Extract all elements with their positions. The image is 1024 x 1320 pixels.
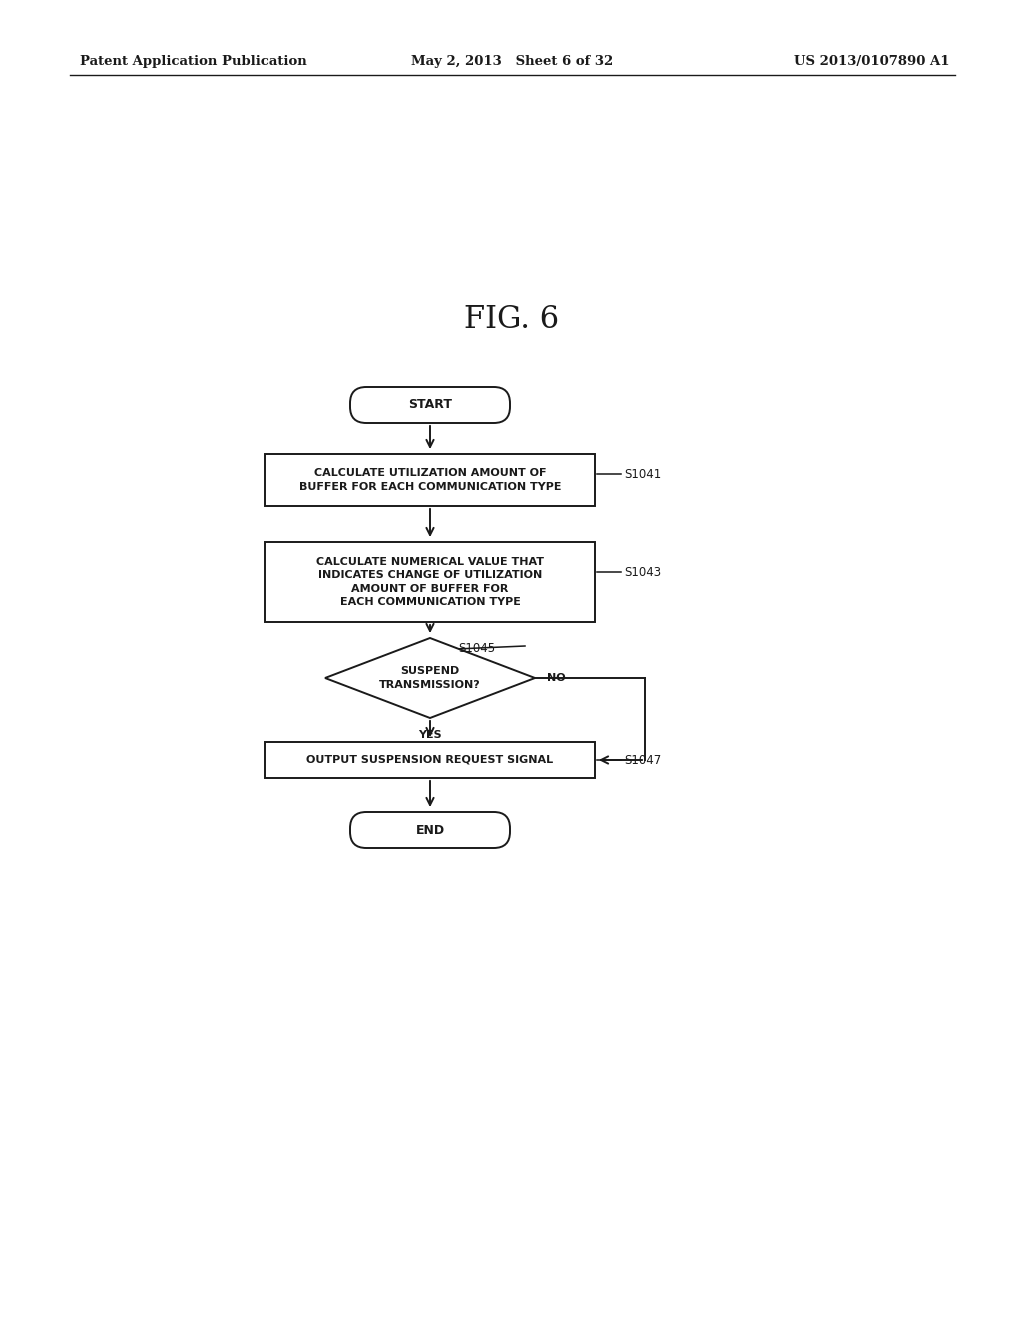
Text: S1047: S1047 — [624, 754, 662, 767]
Bar — [265, 742, 595, 777]
Text: YES: YES — [418, 730, 441, 741]
Text: May 2, 2013   Sheet 6 of 32: May 2, 2013 Sheet 6 of 32 — [411, 55, 613, 69]
Text: OUTPUT SUSPENSION REQUEST SIGNAL: OUTPUT SUSPENSION REQUEST SIGNAL — [306, 755, 554, 766]
Text: US 2013/0107890 A1: US 2013/0107890 A1 — [795, 55, 950, 69]
Text: END: END — [416, 824, 444, 837]
Text: CALCULATE UTILIZATION AMOUNT OF
BUFFER FOR EACH COMMUNICATION TYPE: CALCULATE UTILIZATION AMOUNT OF BUFFER F… — [299, 469, 561, 491]
Text: CALCULATE NUMERICAL VALUE THAT
INDICATES CHANGE OF UTILIZATION
AMOUNT OF BUFFER : CALCULATE NUMERICAL VALUE THAT INDICATES… — [316, 557, 544, 607]
Text: S1041: S1041 — [624, 467, 662, 480]
FancyBboxPatch shape — [350, 812, 510, 847]
Text: START: START — [408, 399, 452, 412]
Text: SUSPEND
TRANSMISSION?: SUSPEND TRANSMISSION? — [379, 667, 481, 689]
Polygon shape — [325, 638, 535, 718]
FancyBboxPatch shape — [350, 387, 510, 422]
Text: NO: NO — [547, 673, 565, 682]
Text: Patent Application Publication: Patent Application Publication — [80, 55, 307, 69]
Bar — [265, 454, 595, 506]
Bar — [265, 543, 595, 622]
Text: S1045: S1045 — [458, 642, 496, 655]
Text: S1043: S1043 — [624, 565, 662, 578]
Text: FIG. 6: FIG. 6 — [465, 305, 559, 335]
